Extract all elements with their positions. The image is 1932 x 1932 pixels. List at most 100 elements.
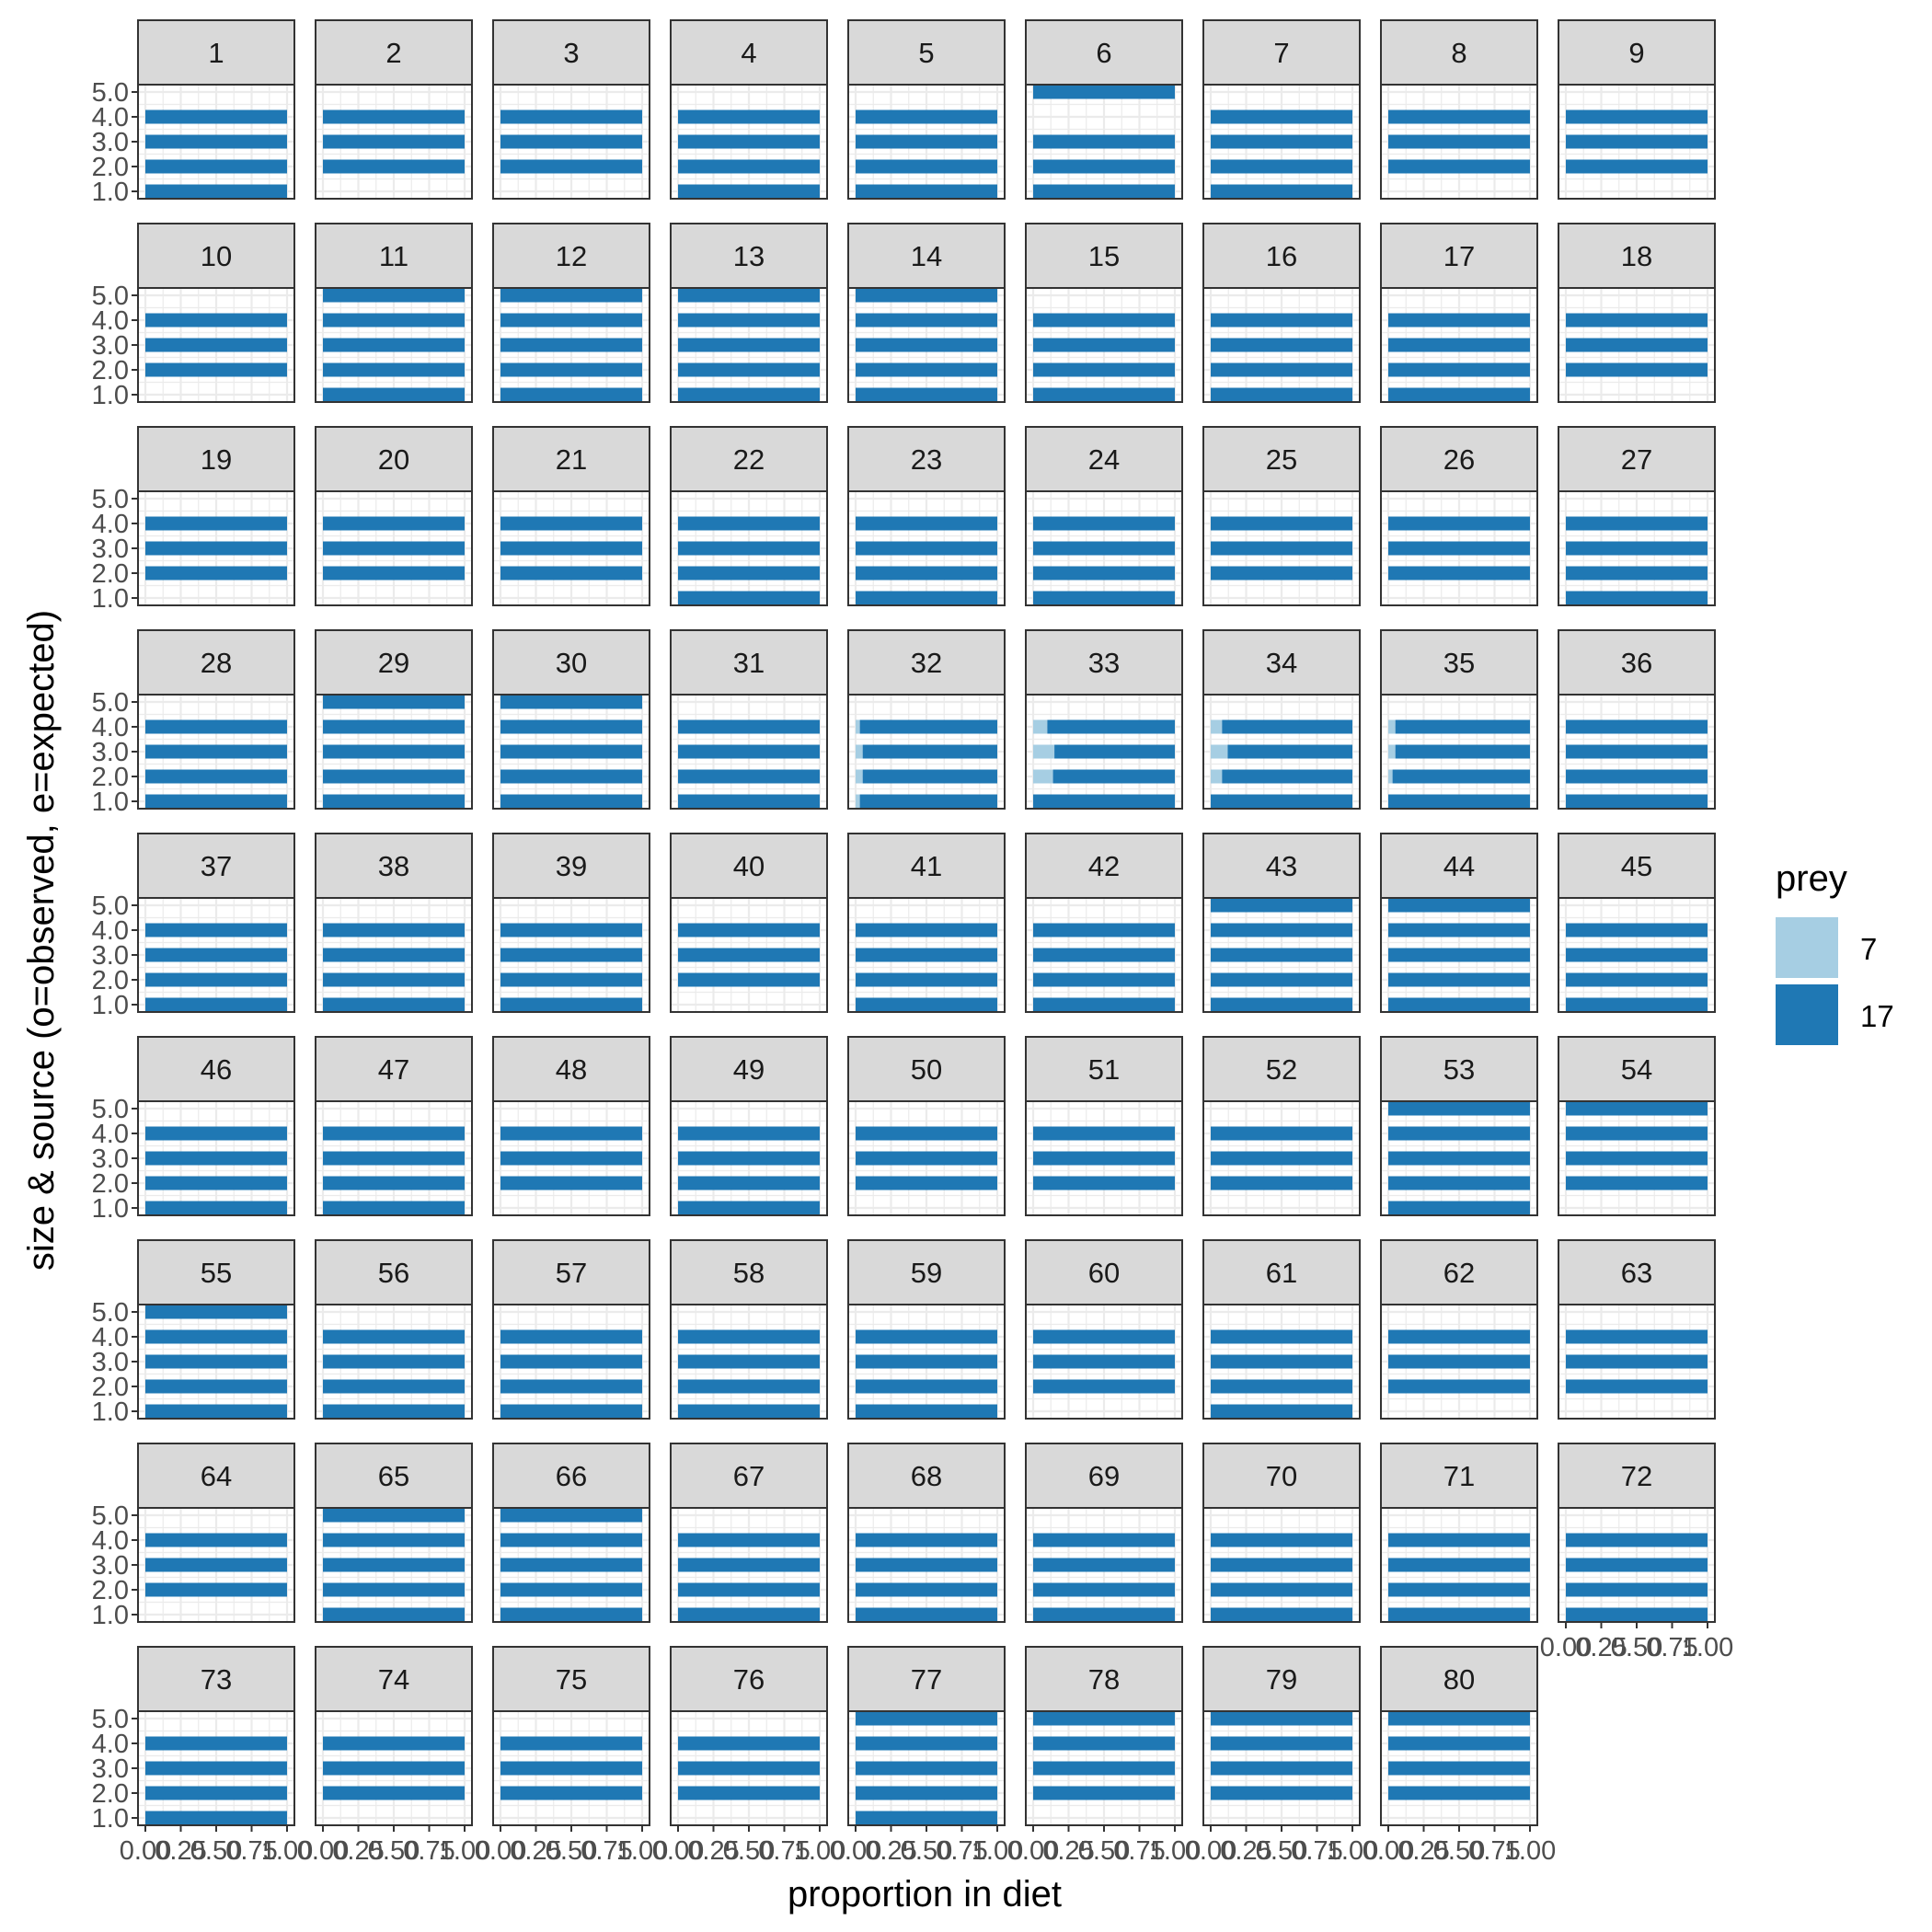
bar-prey-17	[1388, 1379, 1530, 1394]
y-tick-label: 2.0	[92, 1576, 129, 1605]
panel-border	[670, 287, 828, 403]
y-tick-label: 5.0	[92, 1298, 129, 1328]
facet-strip	[1558, 19, 1716, 86]
panel-border	[847, 1507, 1006, 1623]
facet-label: 51	[1088, 1053, 1120, 1086]
bar-prey-17	[678, 313, 820, 328]
facet-strip	[1380, 1443, 1538, 1509]
bar-prey-17	[856, 948, 997, 962]
bar-prey-17	[856, 1176, 997, 1190]
bar-prey-17	[145, 948, 287, 962]
facet-label: 6	[1096, 37, 1111, 69]
bar-prey-17	[856, 288, 997, 303]
bar-prey-7	[1033, 744, 1055, 759]
bar-prey-17	[1566, 744, 1708, 759]
x-tick-label: 0.00	[297, 1836, 349, 1866]
bar-prey-17	[1211, 387, 1352, 402]
facet-label: 63	[1621, 1257, 1652, 1289]
facet-label: 80	[1443, 1663, 1475, 1696]
facet-label: 42	[1088, 850, 1120, 882]
x-tick-label: 0.25	[865, 1836, 916, 1866]
bar-prey-17	[1388, 997, 1530, 1012]
facet-strip	[1202, 223, 1361, 289]
bar-prey-17	[1211, 1126, 1352, 1141]
bar-prey-17	[1566, 566, 1708, 581]
bar-prey-17	[1388, 1582, 1530, 1597]
bar-prey-7	[1033, 769, 1053, 784]
bar-prey-17	[1033, 1558, 1175, 1572]
facet-label: 52	[1266, 1053, 1297, 1086]
bar-prey-17	[1566, 1176, 1708, 1190]
bar-prey-17	[1211, 516, 1352, 531]
panel-border	[1202, 694, 1361, 810]
bar-prey-17	[145, 313, 287, 328]
facet-label: 25	[1266, 443, 1297, 476]
y-tick-label: 3.0	[92, 941, 129, 971]
facet-strip	[137, 833, 295, 899]
facet-strip	[1380, 223, 1538, 289]
x-tick-label: 1.00	[1149, 1836, 1201, 1866]
panel-border	[1380, 694, 1538, 810]
y-tick-label: 5.0	[92, 688, 129, 718]
facet-label: 72	[1621, 1460, 1652, 1492]
facet-label: 2	[385, 37, 401, 69]
x-tick-label: 0.00	[1540, 1633, 1592, 1662]
y-tick-label: 3.0	[92, 1348, 129, 1377]
bar-prey-17	[1033, 1533, 1175, 1547]
facet-label: 11	[379, 240, 408, 272]
facet-strip	[315, 629, 473, 696]
y-tick-label: 2.0	[92, 1169, 129, 1199]
bar-prey-17	[1388, 109, 1530, 124]
bar-prey-17	[1566, 719, 1708, 734]
x-tick-label: 0.25	[1042, 1836, 1094, 1866]
facet-strip	[315, 1239, 473, 1305]
facet-label: 45	[1621, 850, 1652, 882]
x-tick-label: 0.25	[1397, 1836, 1449, 1866]
bar-prey-17	[323, 1558, 465, 1572]
facet-label: 48	[556, 1053, 587, 1086]
facet-strip	[670, 1036, 828, 1102]
bar-prey-17	[145, 1354, 287, 1369]
bar-prey-17	[145, 923, 287, 937]
bar-prey-17	[1388, 898, 1530, 913]
facet-label: 10	[201, 240, 232, 272]
facet-label: 55	[201, 1257, 232, 1289]
bar-prey-17	[678, 1582, 820, 1597]
bar-prey-17	[500, 109, 642, 124]
bar-prey-17	[323, 1379, 465, 1394]
bar-prey-17	[145, 1404, 287, 1419]
bar-prey-17	[1566, 541, 1708, 556]
facet-label: 68	[911, 1460, 942, 1492]
x-tick-label: 0.50	[901, 1836, 952, 1866]
facet-strip	[670, 1443, 828, 1509]
bar-prey-17	[1211, 184, 1352, 199]
bar-prey-17	[678, 769, 820, 784]
facet-strip	[315, 426, 473, 492]
y-tick-label: 2.0	[92, 1373, 129, 1402]
bar-prey-17	[1033, 184, 1175, 199]
bar-prey-17	[1566, 1582, 1708, 1597]
bar-prey-17	[1388, 1329, 1530, 1344]
bar-prey-17	[678, 134, 820, 149]
bar-prey-17	[1033, 591, 1175, 605]
bar-prey-17	[323, 134, 465, 149]
facet-strip	[137, 223, 295, 289]
bar-prey-17	[1033, 387, 1175, 402]
facet-strip	[670, 1646, 828, 1712]
facet-panels: 11.02.03.04.05.02 3 4 5 6 7 8 9101.02.03.04.05.…	[92, 19, 1733, 1866]
legend-key	[1776, 984, 1838, 1045]
bar-prey-17	[678, 288, 820, 303]
bar-prey-17	[1033, 1126, 1175, 1141]
bar-prey-17	[678, 1533, 820, 1547]
bar-prey-17	[1033, 1761, 1175, 1776]
panel-border	[670, 84, 828, 200]
bar-prey-17	[323, 1404, 465, 1419]
facet-strip	[492, 223, 650, 289]
bar-prey-17	[1211, 948, 1352, 962]
panel-border	[847, 1100, 1006, 1216]
bar-prey-17	[145, 566, 287, 581]
panel-border	[492, 897, 650, 1013]
y-tick-label: 3.0	[92, 1144, 129, 1174]
bar-prey-17	[145, 997, 287, 1012]
